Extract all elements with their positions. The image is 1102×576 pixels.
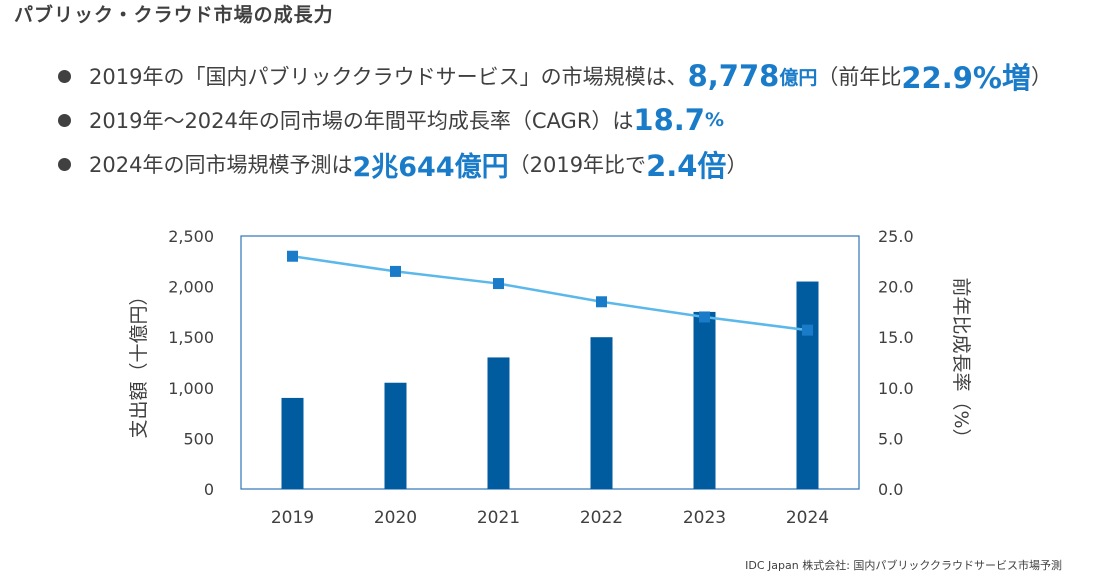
cagr-value: 18.7 [633,103,705,137]
bullet-dot-icon [58,157,71,171]
y-left-tick-label: 1,000 [168,379,214,398]
y-right-tick-label: 5.0 [878,429,903,448]
bullet-text: ） [726,153,748,177]
x-tick-label: 2019 [271,508,314,528]
bullet-text: 2019年の「国内パブリッククラウドサービス」の市場規模は、 [89,65,688,89]
y-left-axis-title: 支出額（十億円） [128,286,150,438]
x-tick-label: 2020 [374,508,417,528]
y-left-tick-label: 0 [204,480,214,499]
x-tick-label: 2022 [580,508,623,528]
y-right-tick-label: 20.0 [878,278,914,297]
y-right-tick-label: 15.0 [878,328,914,347]
x-tick-label: 2024 [786,508,829,528]
bar [693,311,716,489]
growth-point [596,296,607,308]
growth-point [390,265,401,277]
bar [384,382,407,489]
y-right-tick-label: 0.0 [878,480,903,499]
y-left-tick-label: 1,500 [168,328,214,347]
bullet-text: 2019年～2024年の同市場の年間平均成長率（CAGR）は [89,109,634,133]
bullet-dot-icon [58,113,71,127]
bar [487,357,510,489]
bar [796,281,819,489]
source-note: IDC Japan 株式会社: 国内パブリッククラウドサービス市場予測 [745,559,1062,572]
bullet-text: ） [1030,65,1052,89]
bar [281,397,304,489]
y-right-tick-label: 10.0 [878,379,914,398]
x-tick-label: 2023 [683,508,726,528]
y-right-tick-label: 25.0 [878,227,914,246]
bullet-cagr: 2019年～2024年の同市場の年間平均成長率（CAGR）は 18.7 % [58,98,1052,142]
cagr-unit: % [704,109,725,131]
y-left-tick-label: 2,500 [168,227,214,246]
bar [590,337,613,489]
market-size-value: 8,778 [687,59,780,93]
growth-point [802,324,813,336]
bullet-text: （2019年比で [508,153,647,177]
forecast-value: 2兆644億円 [352,151,509,183]
y-right-axis-title: 前年比成長率（%） [950,277,972,447]
y-left-tick-label: 2,000 [168,278,214,297]
yoy-growth-value: 22.9%増 [901,61,1031,95]
bullet-forecast: 2024年の同市場規模予測は 2兆644億円 （2019年比で 2.4倍 ） [58,142,1052,186]
bullet-market-size: 2019年の「国内パブリッククラウドサービス」の市場規模は、 8,778 億円 … [58,54,1052,98]
growth-line [292,255,808,332]
x-tick-label: 2021 [477,508,520,528]
summary-bullets: 2019年の「国内パブリッククラウドサービス」の市場規模は、 8,778 億円 … [58,54,1052,186]
page-title: パブリック・クラウド市場の成長力 [14,4,334,26]
market-size-unit: 億円 [779,66,818,89]
plot-frame [240,235,860,490]
growth-point [699,311,710,323]
bullet-text: 2024年の同市場規模予測は [89,153,353,177]
growth-point [287,250,298,262]
forecast-multiple-value: 2.4倍 [646,149,727,183]
bullet-text: （前年比 [817,65,902,89]
growth-point [493,278,504,290]
y-left-tick-label: 500 [183,429,214,448]
bullet-dot-icon [58,69,71,83]
